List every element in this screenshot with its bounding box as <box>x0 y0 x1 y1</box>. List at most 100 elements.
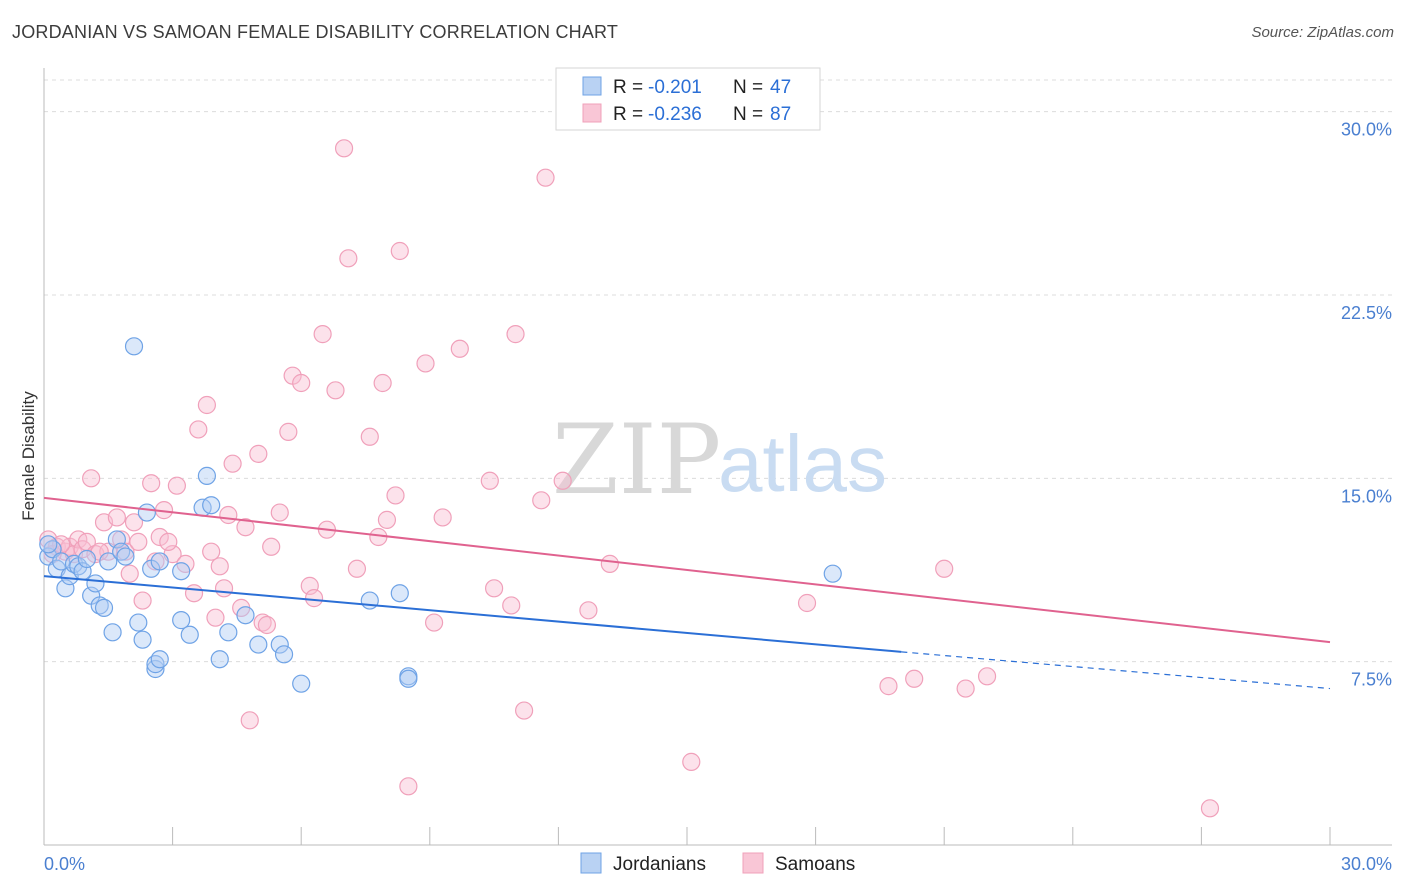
chart-source: Source: ZipAtlas.com <box>1251 24 1394 41</box>
samoans-point <box>579 601 598 620</box>
jordanians-point <box>77 549 96 569</box>
jordanians-point <box>292 674 311 693</box>
samoans-point <box>424 613 444 632</box>
legend-r-value-1: -0.201 <box>648 77 702 98</box>
samoans-point <box>262 537 281 556</box>
samoans-point <box>202 542 221 561</box>
samoans-point <box>977 667 997 686</box>
samoans-point <box>142 474 161 493</box>
samoans-point <box>326 381 345 400</box>
samoans-point <box>82 469 101 488</box>
samoans-point <box>515 701 534 720</box>
jordanians-point <box>210 650 229 669</box>
jordanians-point <box>236 606 255 625</box>
samoans-point <box>197 395 216 415</box>
y-tick-label: 7.5% <box>1351 670 1392 690</box>
stats-legend: R = -0.201 N = 47 R = -0.236 N = 87 <box>555 67 821 131</box>
samoans-point <box>150 527 169 547</box>
samoans-point <box>184 584 204 603</box>
legend-n-label-1: N = <box>733 77 763 98</box>
chart-title: JORDANIAN VS SAMOAN FEMALE DISABILITY CO… <box>12 22 619 42</box>
jordanians-trend-line <box>43 575 902 653</box>
jordanians-point <box>39 535 58 554</box>
samoans-point <box>879 677 898 696</box>
jordanians-point <box>360 591 379 610</box>
samoans-point <box>532 491 551 510</box>
samoans-point <box>124 513 144 532</box>
samoans-point <box>905 669 924 688</box>
samoans-point <box>553 471 572 490</box>
samoans-point <box>133 591 152 610</box>
samoans-point <box>270 503 289 522</box>
jordanians-point <box>150 552 169 571</box>
jordanians-point <box>249 635 268 654</box>
series-legend: Jordanians Samoans <box>580 852 855 875</box>
samoans-point <box>797 593 817 613</box>
jordanians-point <box>399 669 418 688</box>
samoans-point <box>279 422 298 441</box>
jordanians-point <box>137 503 156 522</box>
samoans-point <box>956 679 975 698</box>
samoans-point <box>480 471 499 490</box>
jordanians-point <box>150 650 169 669</box>
jordanians-point <box>180 625 199 644</box>
samoans-point <box>214 579 234 598</box>
samoans-point <box>292 373 311 393</box>
samoans-point <box>386 486 405 505</box>
jordanians-point <box>823 564 842 583</box>
y-tick-label: 30.0% <box>1341 120 1392 140</box>
jordanians-point <box>270 635 289 654</box>
samoans-point <box>339 249 358 268</box>
samoans-point <box>600 554 619 573</box>
jordanians-point <box>86 574 105 593</box>
jordanians-trend-extension <box>901 651 1331 690</box>
samoans-point <box>506 325 525 344</box>
samoans-point <box>935 559 954 578</box>
samoans-point <box>373 373 392 393</box>
samoans-point <box>236 518 255 537</box>
samoans-point <box>360 427 379 446</box>
samoans-point <box>399 777 418 796</box>
jordanians-point <box>390 584 409 603</box>
legend-n-label-2: N = <box>733 104 763 125</box>
samoans-point <box>377 510 397 529</box>
x-tick-label-min: 0.0% <box>44 854 85 874</box>
samoans-point <box>210 557 229 576</box>
samoans-point <box>249 444 268 463</box>
samoans-point <box>334 139 354 158</box>
series-legend-jordanians: Jordanians <box>613 854 706 875</box>
samoans-point <box>107 508 126 527</box>
jordanians-point <box>172 562 191 581</box>
samoans-point <box>240 711 259 730</box>
samoans-point <box>347 559 367 578</box>
samoans-point <box>159 532 178 551</box>
jordanians-point <box>129 613 148 632</box>
axes <box>43 68 1392 846</box>
jordanians-point <box>202 496 221 515</box>
samoans-point <box>120 564 139 583</box>
watermark: ZIP atlas <box>552 404 887 516</box>
samoans-point <box>189 420 208 439</box>
samoans-point <box>167 476 186 495</box>
trend-lines <box>43 496 1331 690</box>
y-tick-labels: 7.5% 15.0% 22.5% 30.0% <box>1341 120 1392 690</box>
jordanians-point <box>197 466 216 485</box>
legend-r-label-1: R = <box>613 77 643 98</box>
legend-r-label-2: R = <box>613 104 643 125</box>
jordanians-point <box>219 623 238 642</box>
jordanians-point <box>116 547 135 566</box>
jordanians-point <box>146 659 165 679</box>
x-tick-label-max: 30.0% <box>1341 854 1392 874</box>
legend-n-value-1: 47 <box>770 77 791 98</box>
series-legend-swatch-jordanians <box>580 852 602 874</box>
legend-swatch-jordanians <box>582 76 602 96</box>
y-tick-label: 15.0% <box>1341 486 1392 506</box>
samoans-point <box>223 454 242 473</box>
samoans-trend-line <box>43 496 1331 644</box>
jordanians-point <box>172 611 191 630</box>
samoans-point <box>450 339 469 358</box>
jordanians-point <box>133 630 152 649</box>
samoans-point <box>313 325 332 344</box>
samoans-point <box>682 752 701 771</box>
